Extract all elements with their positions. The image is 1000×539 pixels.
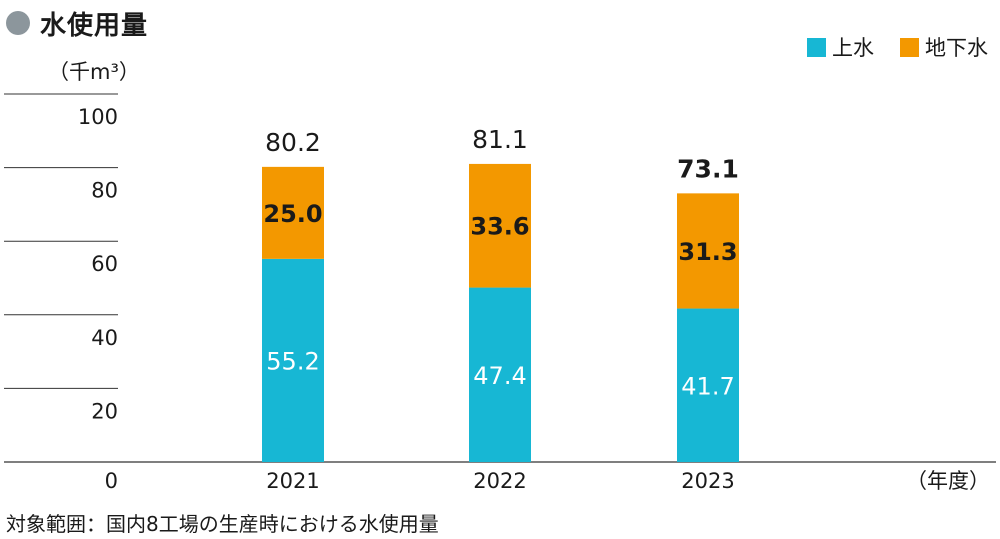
legend: 上水 地下水 bbox=[781, 32, 988, 62]
title-bullet-icon bbox=[6, 11, 30, 35]
x-tick-label-2021: 2021 bbox=[266, 469, 319, 493]
data-label-groundwater-2022: 33.6 bbox=[470, 213, 529, 241]
legend-label-groundwater: 地下水 bbox=[925, 36, 988, 60]
bar-tap-water-2023 bbox=[677, 308, 739, 462]
legend-item-tap-water: 上水 bbox=[807, 32, 874, 62]
y-tick-label-20: 20 bbox=[91, 399, 118, 423]
total-label-2022: 81.1 bbox=[472, 125, 528, 154]
y-tick-label-40: 40 bbox=[91, 326, 118, 350]
chart-title-text: 水使用量 bbox=[40, 10, 149, 41]
legend-swatch-groundwater bbox=[900, 37, 919, 57]
y-axis-unit-label: （千m³） bbox=[48, 60, 140, 84]
data-label-tap-water-2023: 41.7 bbox=[681, 372, 734, 400]
bar-groundwater-2022 bbox=[469, 163, 531, 288]
x-tick-label-2022: 2022 bbox=[473, 469, 526, 493]
bar-tap-water-2022 bbox=[469, 287, 531, 462]
bar-groundwater-2021 bbox=[262, 166, 324, 259]
legend-label-tap-water: 上水 bbox=[832, 36, 874, 60]
y-tick-label-100: 100 bbox=[78, 105, 118, 129]
data-label-tap-water-2021: 55.2 bbox=[266, 347, 319, 375]
footnote: 対象範囲：国内8工場の生産時における水使用量 bbox=[6, 512, 439, 536]
bar-tap-water-2021 bbox=[262, 258, 324, 462]
y-tick-label-80: 80 bbox=[91, 179, 118, 203]
chart-title: 水使用量 bbox=[6, 6, 149, 41]
y-tick-label-0: 0 bbox=[105, 469, 118, 493]
legend-item-groundwater: 地下水 bbox=[900, 32, 988, 62]
y-tick-label-60: 60 bbox=[91, 252, 118, 276]
data-label-tap-water-2022: 47.4 bbox=[473, 362, 526, 390]
legend-swatch-tap-water bbox=[807, 37, 826, 57]
bar-groundwater-2023 bbox=[677, 193, 739, 309]
total-label-2023: 73.1 bbox=[677, 154, 739, 183]
data-label-groundwater-2021: 25.0 bbox=[263, 200, 322, 228]
x-axis-unit-label: （年度） bbox=[906, 469, 990, 493]
data-label-groundwater-2023: 31.3 bbox=[678, 238, 737, 266]
total-label-2021: 80.2 bbox=[265, 128, 321, 157]
x-tick-label-2023: 2023 bbox=[681, 469, 734, 493]
